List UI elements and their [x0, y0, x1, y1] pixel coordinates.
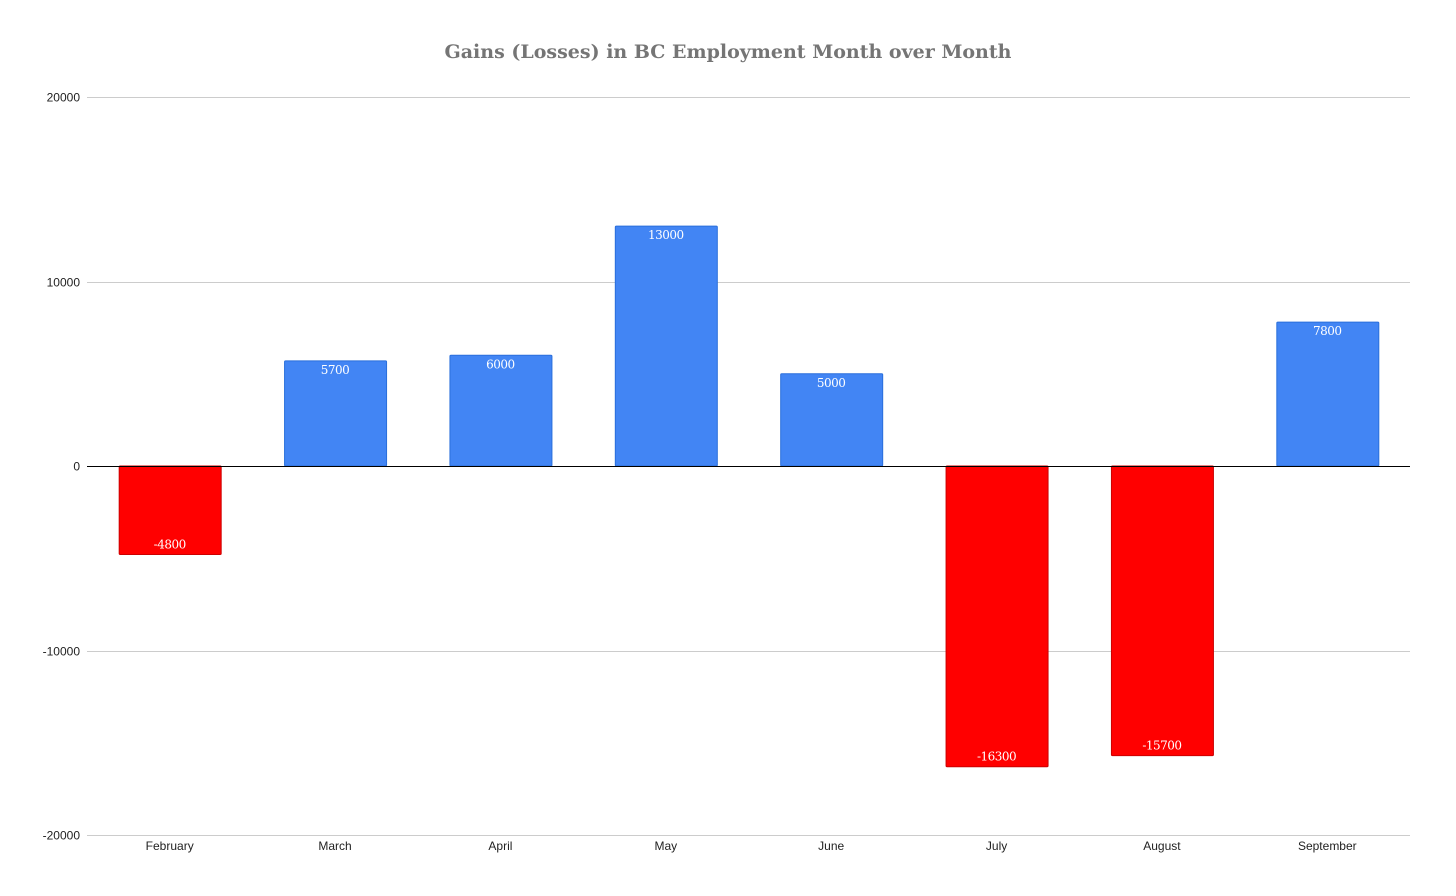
- y-tick-label: 20000: [47, 91, 81, 105]
- x-category-label: July: [986, 839, 1007, 853]
- bars: [118, 225, 1380, 768]
- data-label: -15700: [1142, 739, 1181, 753]
- data-label: 5000: [817, 376, 846, 390]
- x-category-label: April: [488, 839, 512, 853]
- x-category-label: September: [1298, 839, 1357, 853]
- x-category-label: May: [654, 839, 677, 853]
- y-tick-label: 0: [73, 460, 80, 474]
- y-axis-ticks: 20000 10000 0 -10000 -20000: [43, 91, 81, 843]
- data-labels: -4800 5700 6000 13000 5000 -16300 -15700 7800: [154, 228, 1342, 764]
- bar-may: [614, 225, 718, 467]
- y-tick-label: 10000: [47, 276, 81, 290]
- bar-august: [1110, 465, 1214, 757]
- x-axis-categories: February March April May June July August Septe…: [146, 839, 1357, 853]
- y-tick-label: -10000: [43, 645, 81, 659]
- chart-title: Gains (Losses) in BC Employment Month ov…: [445, 41, 1012, 63]
- x-category-label: June: [818, 839, 844, 853]
- x-category-label: March: [318, 839, 351, 853]
- bar-july: [945, 465, 1049, 768]
- y-tick-label: -20000: [43, 829, 81, 843]
- bar-april: [449, 354, 553, 467]
- bar-september: [1276, 321, 1380, 467]
- x-category-label: August: [1143, 839, 1181, 853]
- data-label: -4800: [154, 538, 186, 552]
- data-label: 5700: [321, 363, 350, 377]
- gridlines: [87, 97, 1410, 836]
- data-label: 13000: [648, 228, 684, 242]
- data-label: 6000: [486, 357, 515, 371]
- data-label: -16300: [977, 750, 1016, 764]
- x-category-label: February: [146, 839, 194, 853]
- data-label: 7800: [1313, 324, 1342, 338]
